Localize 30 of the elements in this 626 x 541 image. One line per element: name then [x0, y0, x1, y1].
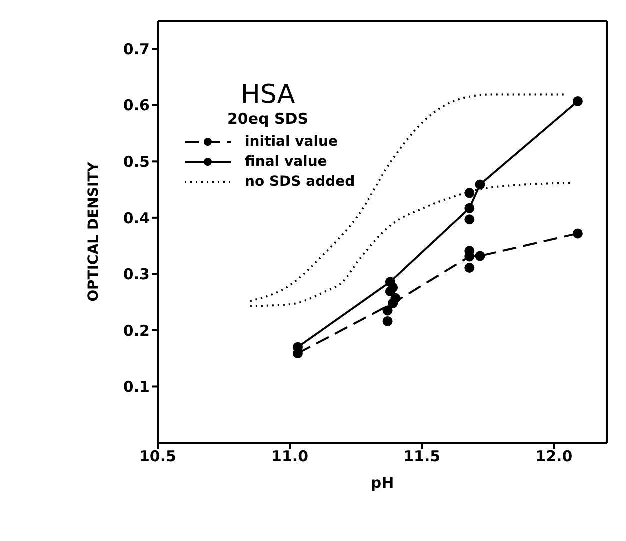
point — [382, 316, 393, 326]
text: 20eq SDS — [226, 110, 310, 128]
legend-label: final value — [245, 154, 328, 170]
legend-label: no SDS added — [245, 174, 356, 190]
x-tick-label: 10.5 — [139, 448, 177, 466]
y-tick-label: 0.7 — [123, 40, 150, 58]
point — [572, 228, 583, 239]
point — [464, 263, 475, 274]
point — [475, 251, 486, 262]
legend-label: initial value — [245, 134, 338, 150]
y-axis-title: OPTICAL DENSITY — [86, 161, 102, 302]
y-tick-label: 0.2 — [123, 322, 150, 340]
point — [464, 188, 475, 198]
y-tick-label: 0.6 — [123, 96, 150, 115]
x-axis-title: pH — [370, 474, 394, 492]
x-tick-label: 11.0 — [272, 448, 309, 466]
text: HSA — [240, 80, 296, 110]
x-tick-label: 11.5 — [404, 448, 441, 466]
point — [464, 214, 475, 225]
y-tick-label: 0.1 — [123, 378, 150, 396]
point — [382, 306, 393, 316]
point — [475, 180, 486, 190]
y-tick-label: 0.4 — [123, 209, 150, 228]
y-tick-label: 0.3 — [123, 266, 150, 284]
point — [388, 282, 398, 293]
point — [572, 96, 583, 106]
x-tick-label: 12.0 — [536, 448, 573, 466]
point — [464, 203, 475, 214]
y-tick-label: 0.5 — [123, 152, 150, 171]
point — [390, 293, 401, 304]
